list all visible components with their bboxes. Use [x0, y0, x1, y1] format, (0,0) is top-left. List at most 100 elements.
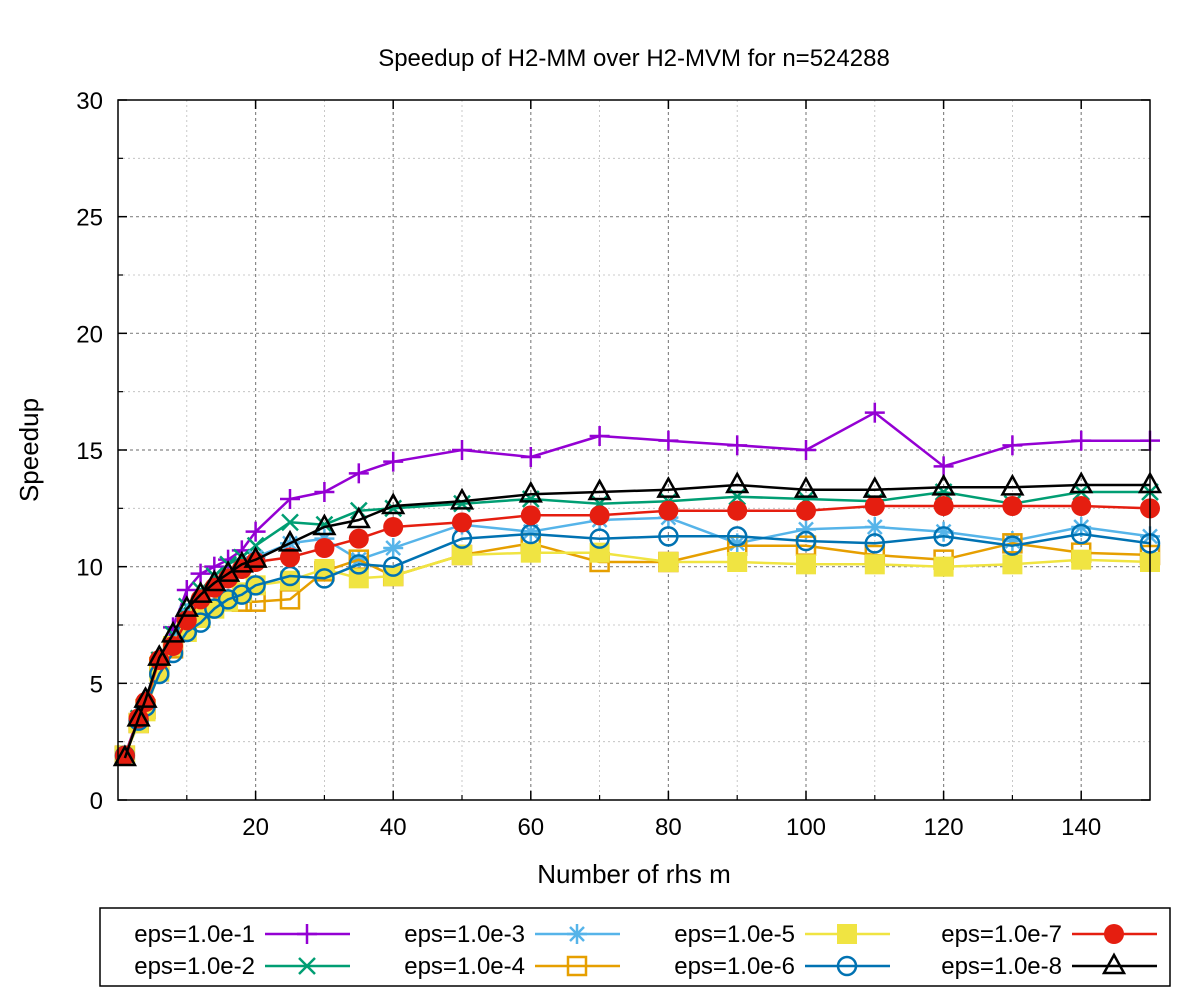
series-line — [123, 490, 1150, 757]
data-point — [836, 955, 858, 977]
data-point — [518, 480, 543, 503]
series-line — [123, 542, 1151, 757]
y-tick-label: 30 — [76, 88, 103, 115]
data-point — [381, 492, 406, 515]
data-point — [520, 542, 541, 563]
chart-title: Speedup of H2-MM over H2-MVM for n=52428… — [378, 45, 890, 72]
data-point — [1002, 554, 1023, 575]
data-point — [796, 500, 816, 521]
legend-label: eps=1.0e-8 — [941, 953, 1062, 980]
legend-item: eps=1.0e-4 — [404, 953, 620, 980]
legend-item: eps=1.0e-2 — [134, 953, 350, 980]
data-point — [656, 476, 681, 498]
data-point — [727, 500, 748, 521]
legend-label: eps=1.0e-6 — [674, 953, 795, 980]
series-line — [123, 411, 1150, 757]
data-point — [231, 584, 253, 605]
data-point — [1002, 496, 1023, 516]
data-point — [133, 686, 158, 708]
x-tick-label: 60 — [517, 814, 544, 841]
data-point — [727, 552, 748, 572]
plot-frame — [117, 99, 1151, 801]
data-point — [314, 568, 335, 589]
data-point — [190, 563, 211, 584]
data-point — [1071, 496, 1092, 516]
data-point — [658, 500, 679, 521]
data-point — [589, 505, 610, 526]
data-point — [726, 526, 748, 547]
series-layer — [112, 402, 1163, 767]
legend-item: eps=1.0e-8 — [941, 952, 1157, 980]
data-point — [348, 528, 369, 549]
data-point — [933, 526, 954, 547]
legend-label: eps=1.0e-1 — [134, 921, 255, 948]
data-point — [931, 473, 956, 496]
y-tick-label: 5 — [90, 671, 103, 698]
data-point — [725, 471, 750, 494]
x-axis-label: Number of rhs m — [537, 859, 731, 889]
data-point — [837, 924, 857, 944]
data-point — [243, 546, 268, 568]
data-point — [346, 506, 371, 529]
data-point — [298, 957, 316, 975]
data-point — [348, 554, 370, 575]
y-tick-label: 25 — [76, 205, 103, 232]
data-point — [382, 556, 404, 577]
data-point — [383, 517, 404, 537]
data-point — [864, 496, 885, 516]
data-point — [1071, 549, 1092, 570]
data-point — [796, 440, 816, 460]
data-point — [277, 529, 303, 552]
data-point — [297, 924, 317, 944]
legend-item: eps=1.0e-6 — [674, 953, 890, 980]
data-point — [793, 476, 819, 498]
data-point — [933, 556, 954, 577]
legend-label: eps=1.0e-4 — [404, 953, 525, 980]
data-point — [589, 426, 610, 446]
x-tick-label: 100 — [786, 814, 826, 841]
series-line — [123, 483, 1150, 759]
data-point — [245, 521, 266, 542]
data-point — [1101, 952, 1127, 975]
x-tick-label: 140 — [1061, 814, 1101, 841]
legend-item: eps=1.0e-7 — [941, 921, 1157, 948]
legend-item: eps=1.0e-5 — [674, 921, 890, 948]
data-point — [1002, 435, 1023, 456]
data-point — [245, 575, 266, 596]
data-point — [520, 505, 541, 526]
axis-ticks: 20 40 60 80 100 120 140 0 5 10 15 20 25 30 — [76, 88, 1150, 841]
series-5 — [114, 542, 1160, 766]
series-8 — [112, 471, 1163, 767]
series-line — [123, 551, 1151, 757]
data-point — [589, 542, 610, 563]
data-point — [658, 430, 679, 451]
legend-box — [99, 907, 1171, 987]
data-point — [314, 482, 335, 502]
data-point — [566, 955, 588, 977]
x-tick-label: 40 — [380, 814, 407, 841]
data-point — [1104, 924, 1124, 944]
data-point — [160, 620, 186, 643]
data-point — [1070, 523, 1092, 545]
data-point — [348, 568, 369, 589]
data-point — [204, 598, 225, 619]
data-point — [933, 456, 954, 477]
legend-label: eps=1.0e-3 — [404, 921, 525, 948]
data-point — [452, 440, 472, 460]
data-point — [383, 538, 404, 558]
data-point — [449, 487, 475, 510]
data-point — [795, 530, 817, 552]
data-point — [862, 476, 887, 498]
data-point — [1002, 535, 1023, 556]
data-point — [217, 589, 239, 610]
data-point — [1000, 473, 1025, 496]
legend-item: eps=1.0e-1 — [134, 921, 350, 948]
data-point — [727, 435, 748, 456]
legend-label: eps=1.0e-5 — [674, 921, 795, 948]
data-point — [452, 512, 472, 533]
data-point — [933, 496, 954, 516]
data-point — [383, 451, 404, 472]
legend-item: eps=1.0e-3 — [404, 921, 620, 948]
